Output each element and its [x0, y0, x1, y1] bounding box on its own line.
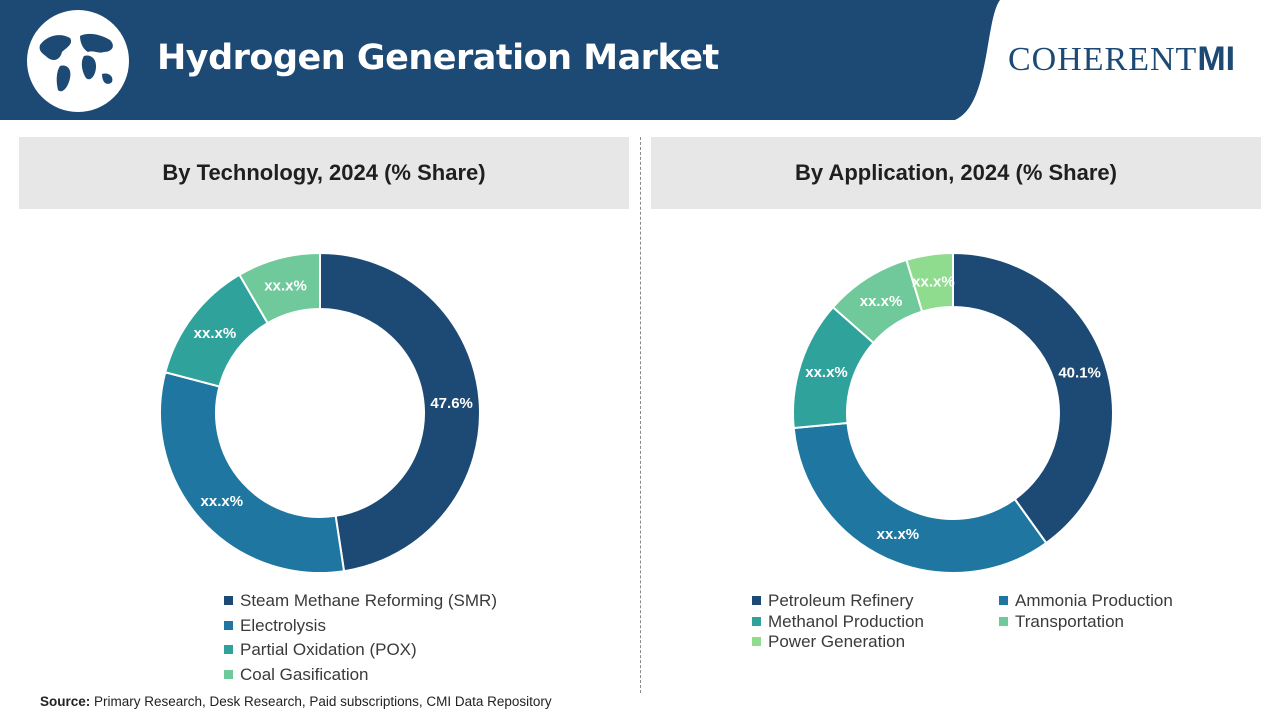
data-label: xx.x%	[860, 293, 903, 310]
legend-label: Transportation	[1015, 611, 1124, 631]
legend-swatch	[224, 645, 233, 654]
legend-swatch	[999, 616, 1008, 626]
data-label: xx.x%	[194, 325, 237, 342]
donut-slice	[952, 251, 1114, 545]
brand-logo: COHERENTMI	[1008, 40, 1235, 79]
donut-slice	[792, 421, 1048, 574]
legend-swatch	[224, 620, 233, 630]
logo-text: COHERENT	[1008, 41, 1198, 78]
legend-item: Transportation	[999, 612, 1124, 632]
legend-label: Power Generation	[768, 632, 906, 651]
logo-suffix: MI	[1197, 40, 1236, 78]
legend-label: Coal Gasification	[240, 664, 369, 684]
data-label: 40.1%	[1058, 364, 1101, 381]
donut-slice	[238, 251, 321, 325]
legend-label: Methanol Production	[768, 611, 924, 631]
data-label: xx.x%	[877, 526, 920, 543]
legend-item: Electrolysis	[224, 616, 326, 636]
legend-swatch	[999, 596, 1008, 605]
source-note: Source: Primary Research, Desk Research,…	[40, 694, 552, 709]
legend-swatch	[224, 669, 233, 679]
legend-label: Partial Oxidation (POX)	[240, 640, 417, 659]
legend-item: Ammonia Production	[999, 591, 1173, 611]
data-label: 47.6%	[430, 395, 473, 412]
data-label: xx.x%	[201, 493, 244, 510]
legend-swatch	[224, 596, 233, 605]
donut-slice	[905, 251, 954, 313]
legend-swatch	[752, 637, 761, 646]
legend-label: Petroleum Refinery	[768, 591, 914, 610]
globe-icon	[27, 10, 129, 112]
legend-item: Methanol Production	[752, 612, 924, 632]
data-label: xx.x%	[264, 278, 307, 295]
legend-item: Partial Oxidation (POX)	[224, 640, 417, 660]
data-label: xx.x%	[805, 364, 848, 381]
chart-title-application: By Application, 2024 (% Share)	[651, 137, 1261, 209]
legend-item: Petroleum Refinery	[752, 591, 914, 611]
legend-item: Power Generation	[752, 632, 905, 652]
header-band	[0, 0, 1280, 120]
legend-item: Coal Gasification	[224, 665, 369, 685]
legend-label: Ammonia Production	[1015, 591, 1173, 610]
legend-swatch	[752, 596, 761, 605]
panel-divider	[640, 137, 641, 693]
page-title: Hydrogen Generation Market	[157, 38, 719, 78]
donut-slice	[159, 371, 346, 574]
source-label: Source:	[40, 694, 91, 709]
legend-swatch	[752, 616, 761, 626]
legend-item: Steam Methane Reforming (SMR)	[224, 591, 497, 611]
legend-label: Steam Methane Reforming (SMR)	[240, 591, 497, 610]
legend-label: Electrolysis	[240, 615, 326, 635]
data-label: xx.x%	[912, 273, 955, 290]
donut-slice	[319, 251, 481, 573]
source-text: Primary Research, Desk Research, Paid su…	[90, 694, 552, 709]
chart-title-technology: By Technology, 2024 (% Share)	[19, 137, 629, 209]
